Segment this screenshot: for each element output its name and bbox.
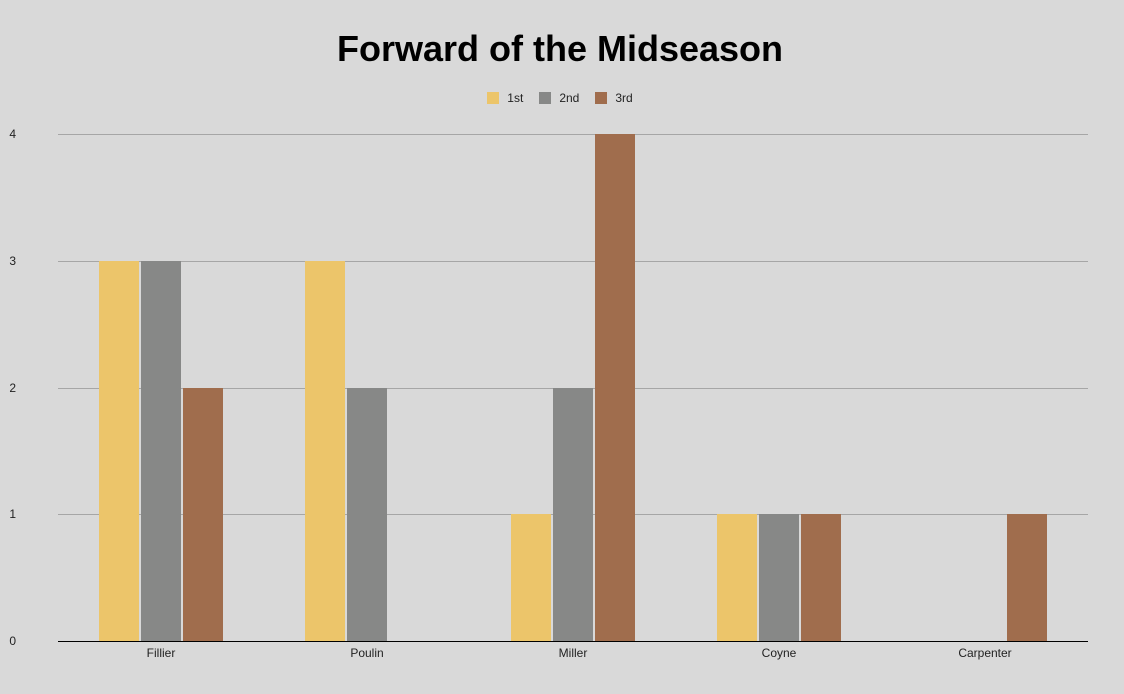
bar-fillier-3rd[interactable] xyxy=(183,387,223,641)
bar-fillier-1st[interactable] xyxy=(99,260,139,641)
bar-poulin-1st[interactable] xyxy=(305,260,345,641)
chart-title: Forward of the Midseason xyxy=(336,28,784,69)
legend-swatch-2nd xyxy=(539,92,552,104)
legend-item-1st[interactable]: 1st xyxy=(487,91,523,105)
bar-coyne-2nd[interactable] xyxy=(759,514,799,641)
plot-area: 0 1 2 3 4 xyxy=(9,127,1088,648)
legend: 1st 2nd 3rd xyxy=(0,91,1120,105)
legend-label-2nd: 2nd xyxy=(559,91,580,105)
bar-carpenter-3rd[interactable] xyxy=(1007,514,1047,641)
bar-miller-3rd[interactable] xyxy=(595,134,635,641)
y-tick-label: 3 xyxy=(9,253,16,268)
bar-poulin-2nd[interactable] xyxy=(347,387,387,641)
legend-label-1st: 1st xyxy=(507,91,524,105)
legend-item-3rd[interactable]: 3rd xyxy=(595,91,633,105)
legend-swatch-1st xyxy=(487,92,500,104)
y-tick-label: 0 xyxy=(9,634,16,648)
y-tick-label: 4 xyxy=(9,127,16,141)
x-tick-label: Poulin xyxy=(350,646,384,660)
bar-coyne-3rd[interactable] xyxy=(801,514,841,641)
legend-label-3rd: 3rd xyxy=(615,91,633,105)
x-tick-label: Miller xyxy=(558,646,588,660)
bar-fillier-2nd[interactable] xyxy=(141,260,181,641)
x-tick-label: Carpenter xyxy=(958,646,1012,660)
y-tick-label: 2 xyxy=(9,380,16,395)
y-tick-label: 1 xyxy=(9,507,16,522)
bar-coyne-1st[interactable] xyxy=(717,514,757,641)
gridline xyxy=(58,260,1088,262)
legend-swatch-3rd xyxy=(595,92,608,104)
x-tick-label: Coyne xyxy=(761,646,797,660)
x-axis-line xyxy=(58,641,1088,642)
legend-item-2nd[interactable]: 2nd xyxy=(539,91,579,105)
gridline xyxy=(58,134,1088,135)
bar-miller-2nd[interactable] xyxy=(553,387,593,641)
x-tick-label: Fillier xyxy=(146,646,176,660)
bar-miller-1st[interactable] xyxy=(511,514,551,641)
